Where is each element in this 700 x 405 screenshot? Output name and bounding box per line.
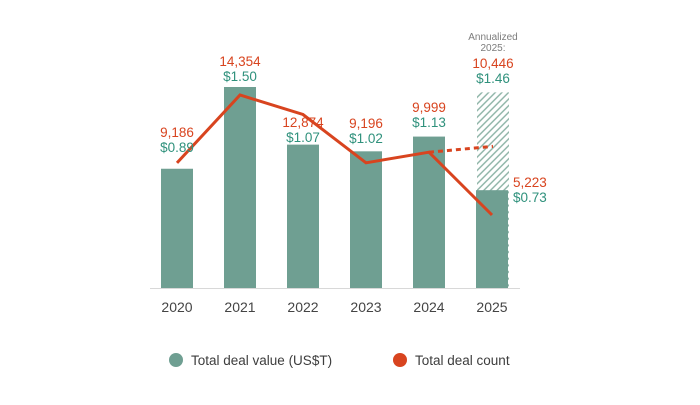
annualized-heading-line2: 2025: bbox=[480, 43, 505, 54]
count-label-2025: 5,223 bbox=[513, 175, 547, 190]
value-label-2024: $1.13 bbox=[412, 115, 446, 130]
value-label-2025: $0.73 bbox=[513, 190, 547, 205]
count-label-2020: 9,186 bbox=[160, 125, 194, 140]
year-label-2024: 2024 bbox=[413, 299, 444, 315]
year-label-2021: 2021 bbox=[224, 299, 255, 315]
legend-label-total-deal-value: Total deal value (US$T) bbox=[191, 352, 333, 368]
value-label-2020: $0.89 bbox=[160, 140, 194, 155]
bar-2020 bbox=[161, 168, 193, 288]
bar-2023 bbox=[350, 151, 382, 288]
bar-2024 bbox=[413, 136, 445, 288]
value-label-2021: $1.50 bbox=[223, 69, 257, 84]
deal-count-line bbox=[175, 93, 494, 217]
bar-2021 bbox=[224, 87, 256, 288]
count-label-2023: 9,196 bbox=[349, 116, 383, 131]
value-label-2023: $1.02 bbox=[349, 131, 383, 146]
legend-item-total-deal-value: Total deal value (US$T) bbox=[169, 352, 332, 368]
legend-dot-total-deal-count bbox=[393, 353, 407, 367]
year-label-2023: 2023 bbox=[350, 299, 381, 315]
annualized-heading-line1: Annualized bbox=[468, 32, 517, 43]
legend-label-total-deal-count: Total deal count bbox=[415, 352, 510, 368]
value-label-2022: $1.07 bbox=[286, 130, 320, 145]
year-label-2025: 2025 bbox=[476, 299, 507, 315]
bar-2022 bbox=[287, 144, 319, 288]
annualized-count-label: 10,446 bbox=[472, 56, 513, 71]
annualized-value-label: $1.46 bbox=[476, 71, 510, 86]
legend-dot-total-deal-value bbox=[169, 353, 183, 367]
count-label-2024: 9,999 bbox=[412, 100, 446, 115]
count-label-2022: 12,874 bbox=[282, 115, 324, 130]
year-label-2022: 2022 bbox=[287, 299, 318, 315]
legend-item-total-deal-count: Total deal count bbox=[393, 352, 510, 368]
count-label-2021: 14,354 bbox=[219, 54, 261, 69]
year-label-2020: 2020 bbox=[161, 299, 192, 315]
deal-count-projection-dashed-line bbox=[428, 144, 494, 154]
